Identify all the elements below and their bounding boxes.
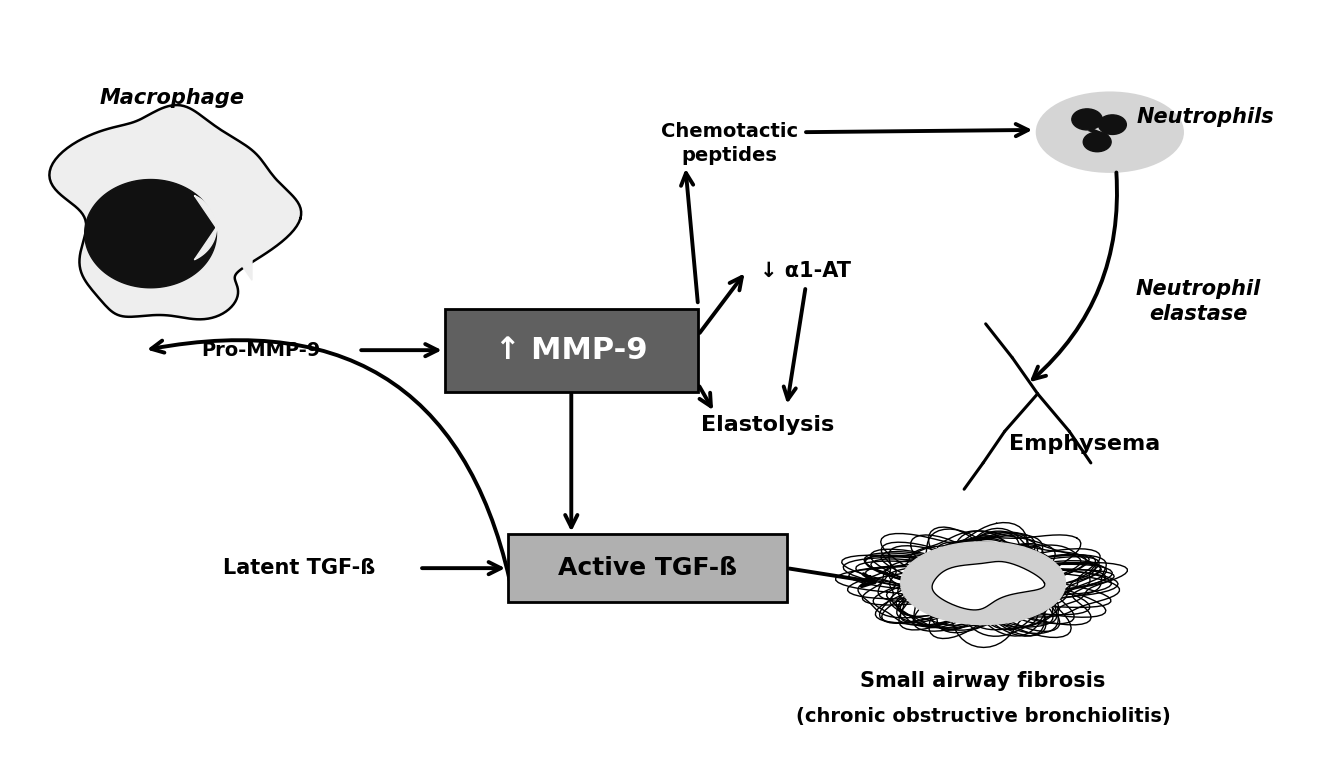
Text: Emphysema: Emphysema [1008, 434, 1160, 454]
Text: Chemotactic
peptides: Chemotactic peptides [661, 122, 799, 164]
FancyBboxPatch shape [445, 309, 698, 392]
Text: Latent TGF-ß: Latent TGF-ß [223, 558, 375, 578]
FancyBboxPatch shape [508, 534, 787, 602]
Text: Small airway fibrosis: Small airway fibrosis [861, 671, 1106, 691]
Text: Pro-MMP-9: Pro-MMP-9 [201, 341, 321, 359]
Ellipse shape [1084, 132, 1111, 152]
Polygon shape [49, 105, 301, 319]
Text: Macrophage: Macrophage [99, 88, 244, 108]
Polygon shape [932, 561, 1044, 610]
Ellipse shape [1038, 92, 1183, 171]
Text: ↓ α1-AT: ↓ α1-AT [760, 262, 851, 281]
Ellipse shape [1098, 115, 1126, 135]
Text: Neutrophil
elastase: Neutrophil elastase [1137, 279, 1261, 323]
Polygon shape [900, 542, 1065, 625]
Text: ↑ MMP-9: ↑ MMP-9 [495, 336, 648, 365]
Text: Elastolysis: Elastolysis [701, 415, 834, 435]
Ellipse shape [1072, 109, 1102, 130]
Text: (chronic obstructive bronchiolitis): (chronic obstructive bronchiolitis) [796, 707, 1171, 726]
Polygon shape [194, 175, 252, 280]
Text: Active TGF-ß: Active TGF-ß [558, 556, 737, 580]
Polygon shape [84, 179, 216, 288]
Text: Neutrophils: Neutrophils [1137, 107, 1274, 127]
